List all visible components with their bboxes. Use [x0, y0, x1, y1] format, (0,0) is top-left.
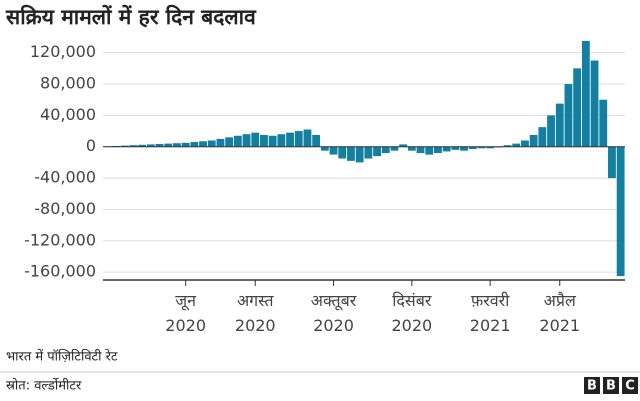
bar — [225, 137, 234, 147]
bar — [451, 146, 460, 150]
x-tick-label: जून 2020 — [165, 291, 206, 335]
bar — [173, 143, 181, 147]
bar — [181, 142, 190, 147]
bar — [599, 99, 608, 147]
bar — [608, 146, 616, 179]
source: स्रोत: वर्ल्डोमीटर — [6, 378, 82, 394]
footnote: भारत में पॉज़िटिविटी रेट — [6, 349, 118, 365]
bar — [138, 144, 147, 147]
bar — [190, 142, 199, 147]
x-tick-label: फ़रवरी 2021 — [469, 291, 511, 335]
bar — [521, 140, 529, 147]
bar — [312, 134, 321, 147]
logo-letter: B — [587, 379, 597, 394]
bar — [338, 146, 347, 159]
bar — [260, 134, 268, 147]
x-tick-label: अक्तूबर 2020 — [310, 291, 357, 335]
x-tick-label: अगस्त 2020 — [234, 291, 276, 335]
bar — [364, 146, 373, 159]
bar — [399, 144, 408, 147]
bar — [529, 134, 538, 147]
bar — [146, 144, 155, 147]
logo: B B C — [584, 377, 638, 394]
bar — [155, 143, 164, 147]
bar — [425, 146, 434, 155]
bar — [303, 129, 312, 147]
bar — [381, 146, 390, 154]
bar — [164, 143, 173, 147]
x-tick-label: अप्रैल 2021 — [539, 291, 581, 335]
bar — [320, 146, 329, 151]
logo-box — [584, 377, 600, 394]
bar — [512, 143, 521, 147]
bar — [564, 84, 573, 147]
y-tick-label: 0 — [86, 136, 96, 155]
bar — [277, 134, 286, 147]
y-tick-label: -160,000 — [24, 262, 96, 281]
bar — [503, 145, 512, 147]
bar — [616, 146, 625, 277]
bar — [373, 146, 381, 157]
bar — [416, 146, 425, 154]
y-tick-label: -40,000 — [34, 168, 96, 187]
logo-letter: C — [625, 379, 635, 394]
bar — [590, 60, 599, 147]
bar — [329, 146, 338, 155]
chart-title: सक्रिय मामलों में हर दिन बदलाव — [5, 4, 257, 29]
bar — [407, 146, 416, 151]
bar — [486, 146, 495, 149]
bar — [581, 40, 590, 147]
bar — [477, 146, 486, 149]
bar — [268, 135, 277, 147]
bar — [199, 141, 207, 147]
y-tick-label: 40,000 — [40, 105, 96, 124]
bar — [129, 145, 138, 147]
bar — [120, 145, 129, 147]
bar — [286, 132, 294, 147]
logo-box — [603, 377, 619, 394]
logo-letter: B — [606, 379, 616, 394]
bar — [242, 134, 251, 147]
bar — [555, 103, 564, 147]
x-tick-label: दिसंबर 2020 — [391, 291, 433, 335]
bar — [294, 131, 303, 147]
bar — [547, 115, 555, 147]
y-tick-label: 120,000 — [30, 42, 96, 61]
bar — [538, 127, 547, 147]
y-tick-label: -120,000 — [24, 230, 96, 249]
bar — [347, 146, 355, 161]
bar — [233, 135, 242, 147]
bar — [573, 68, 582, 147]
bar — [355, 146, 364, 163]
bar — [207, 140, 216, 147]
bar — [251, 132, 260, 147]
bar — [442, 146, 451, 152]
bar — [434, 146, 442, 154]
bar — [216, 138, 225, 147]
y-tick-label: -80,000 — [34, 199, 96, 218]
bar — [468, 146, 477, 150]
bar — [460, 146, 468, 151]
y-tick-label: 80,000 — [40, 74, 96, 93]
logo-box — [622, 377, 638, 394]
bar — [390, 146, 399, 151]
